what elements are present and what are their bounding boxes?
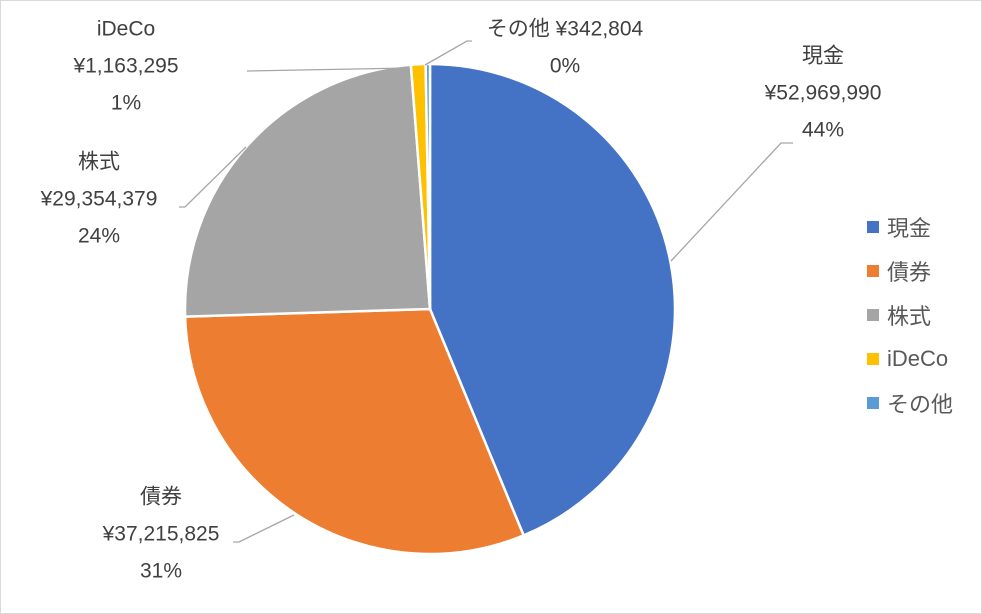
legend-item-cash: 現金 bbox=[867, 205, 979, 249]
data-label-stocks-percent: 24% bbox=[78, 225, 120, 248]
legend-label-ideco: iDeCo bbox=[887, 346, 949, 371]
data-label-stocks-category: 株式 bbox=[78, 151, 120, 174]
leader-line-stocks bbox=[179, 146, 247, 208]
data-label-stocks-value: ¥29,354,379 bbox=[40, 188, 158, 211]
data-label-bonds-value: ¥37,215,825 bbox=[102, 523, 220, 546]
legend-item-ideco: iDeCo bbox=[867, 337, 979, 381]
leader-line-bonds bbox=[233, 514, 295, 543]
pie-slices bbox=[183, 62, 677, 556]
legend-item-other: その他 bbox=[867, 381, 979, 425]
legend-swatch-cash bbox=[867, 221, 879, 233]
pie-slice-cash bbox=[428, 62, 677, 537]
legend-item-stocks: 株式 bbox=[867, 293, 979, 337]
data-label-cash-category: 現金 bbox=[802, 45, 844, 68]
legend-swatch-ideco bbox=[867, 353, 879, 365]
legend-label-cash: 現金 bbox=[887, 216, 932, 241]
data-label-cash-value: ¥52,969,990 bbox=[764, 82, 882, 105]
data-label-ideco-percent: 1% bbox=[111, 92, 141, 115]
data-label-bonds-percent: 31% bbox=[140, 560, 182, 583]
data-label-ideco-category: iDeCo bbox=[97, 18, 155, 41]
data-label-other-category-value: その他 ¥342,804 bbox=[487, 18, 644, 41]
leader-line-cash bbox=[670, 142, 793, 262]
leader-lines bbox=[179, 40, 793, 543]
data-label-ideco-value: ¥1,163,295 bbox=[72, 55, 178, 78]
pie-slice-bonds bbox=[183, 307, 525, 556]
legend-swatch-other bbox=[867, 397, 879, 409]
pie-slice-stocks bbox=[183, 63, 432, 318]
data-label-cash-percent: 44% bbox=[802, 119, 844, 142]
legend-item-bonds: 債券 bbox=[867, 249, 979, 293]
legend-label-bonds: 債券 bbox=[887, 260, 932, 285]
data-label-bonds-category: 債券 bbox=[140, 486, 182, 509]
legend-swatch-stocks bbox=[867, 309, 879, 321]
legend-swatch-bonds bbox=[867, 265, 879, 277]
legend: 現金 債券 株式 iDeCo その他 bbox=[867, 205, 979, 425]
leader-line-other bbox=[424, 40, 472, 66]
legend-label-other: その他 bbox=[887, 392, 954, 417]
data-label-other-percent: 0% bbox=[550, 55, 580, 78]
data-labels: 現金 ¥52,969,990 44% 債券 ¥37,215,825 31% 株式 ¥29,35… bbox=[40, 18, 882, 583]
legend-label-stocks: 株式 bbox=[887, 304, 932, 329]
leader-line-ideco bbox=[246, 67, 410, 72]
